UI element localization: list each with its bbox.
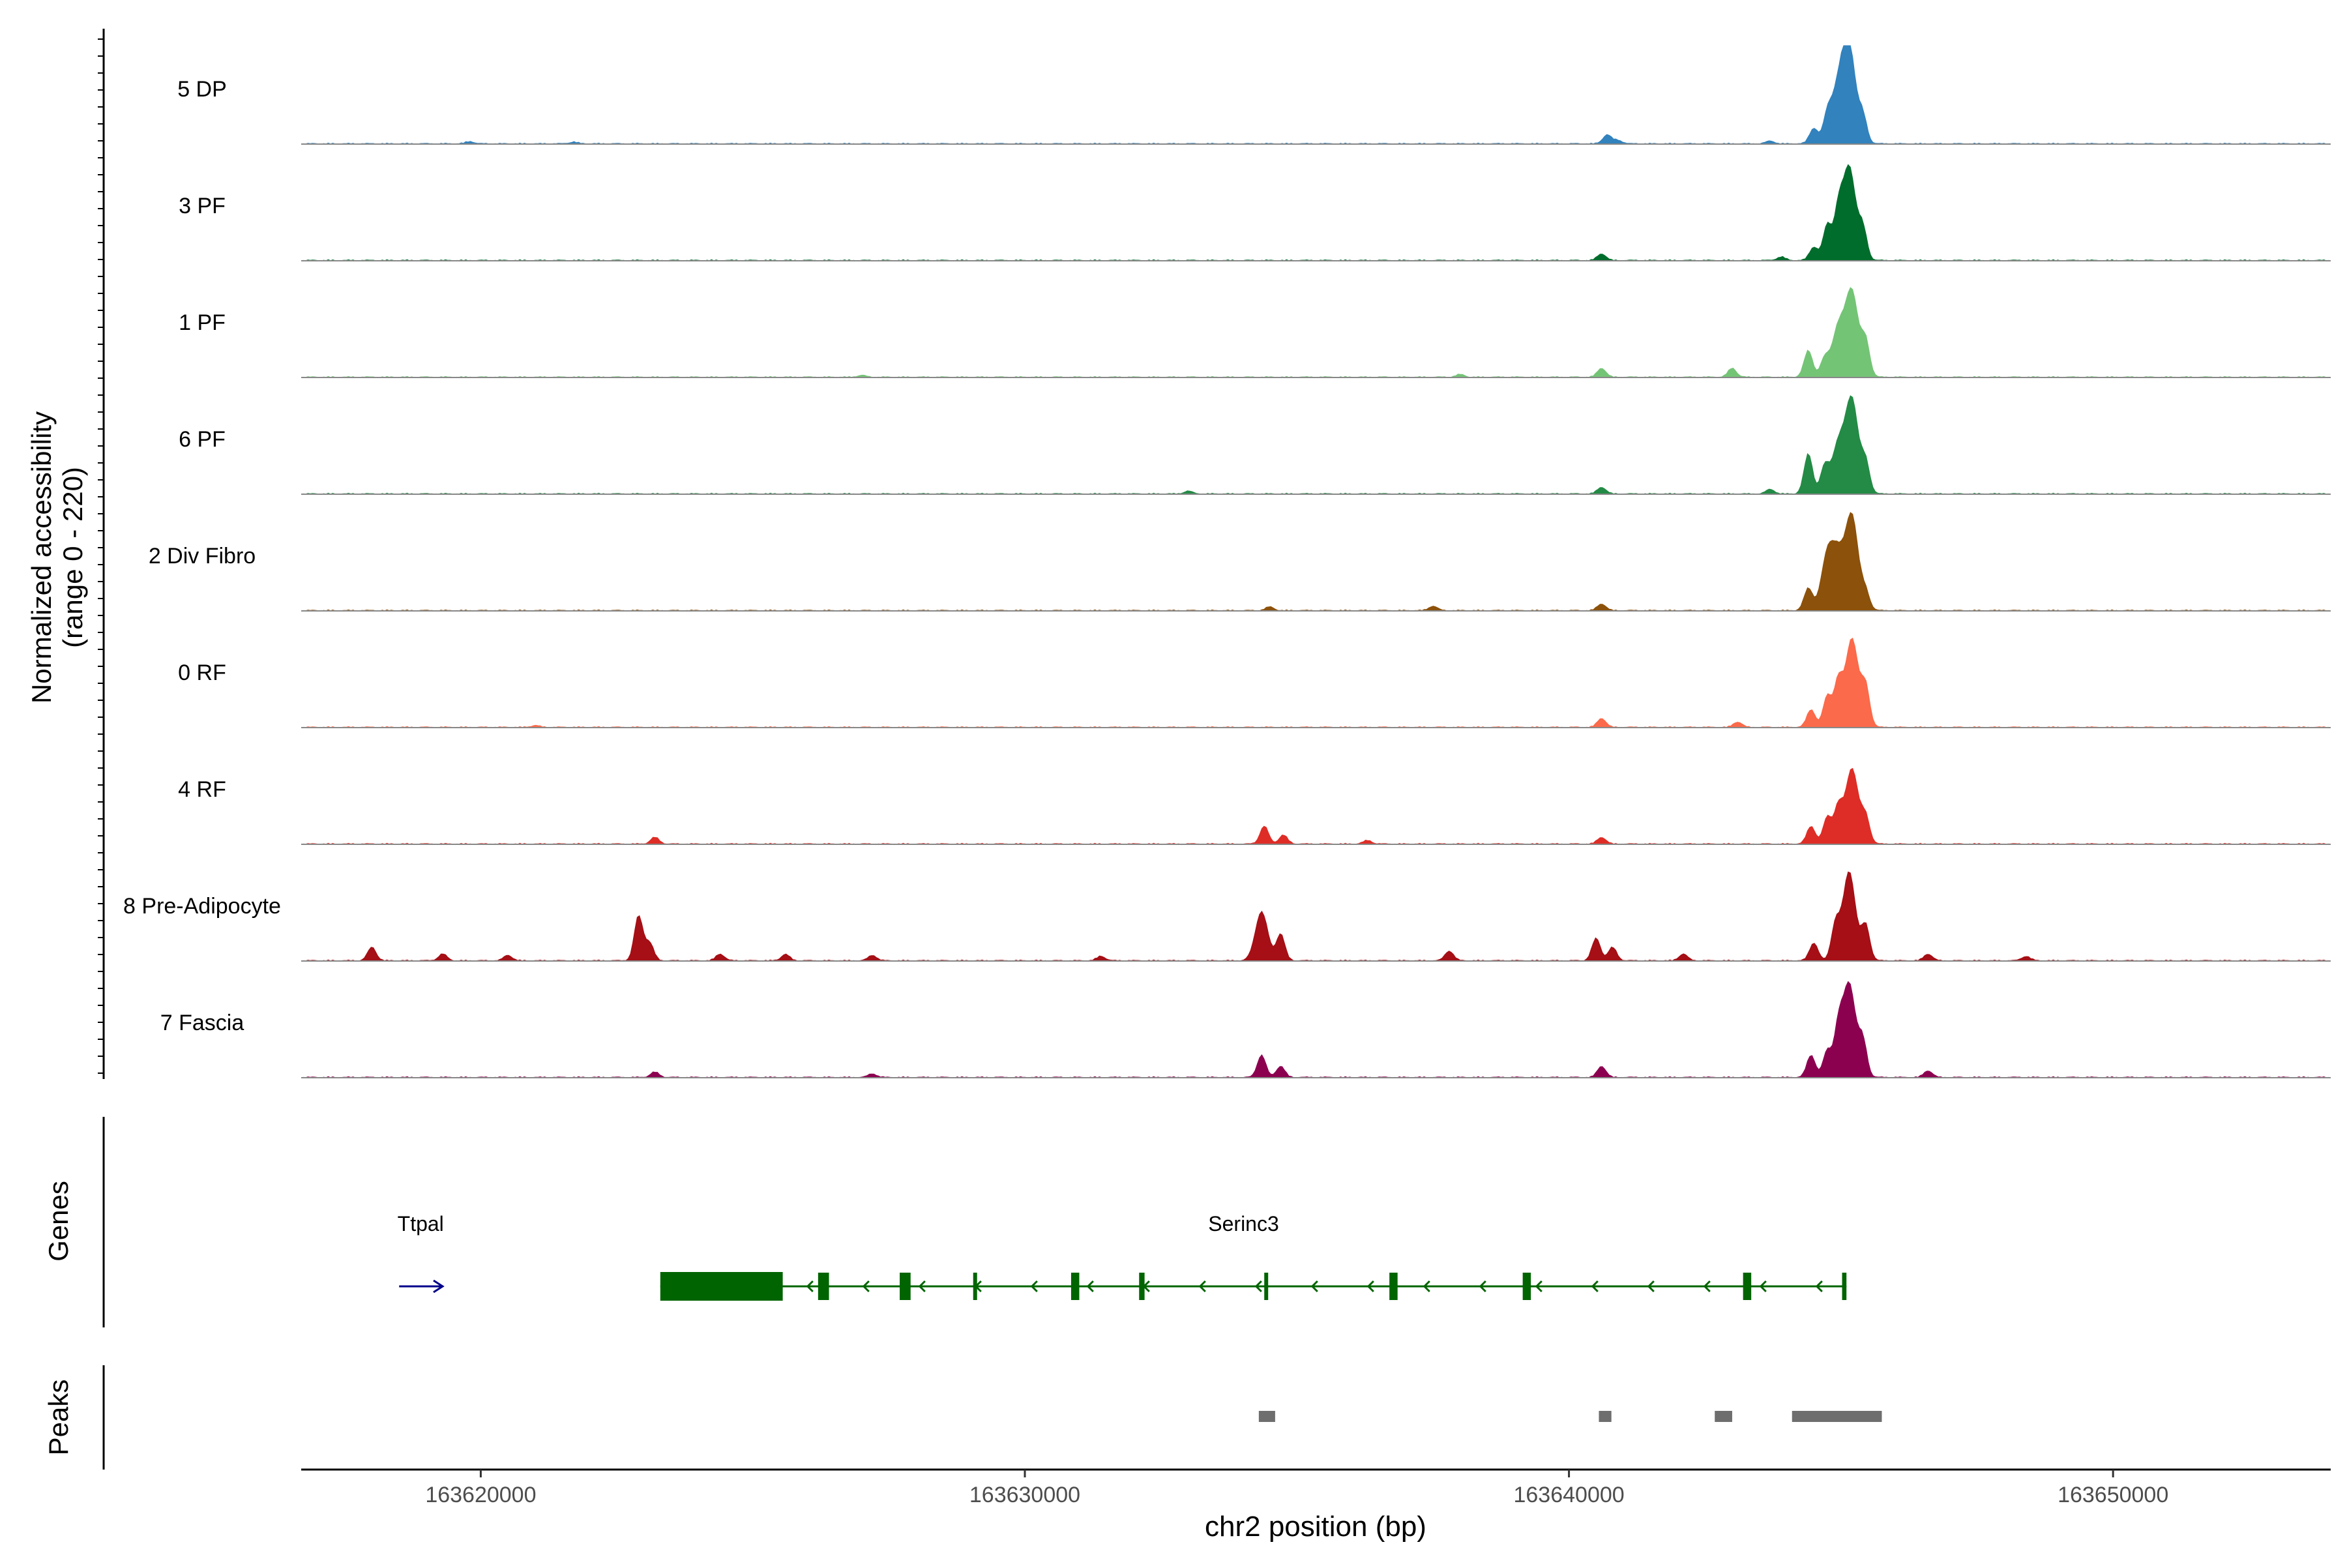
y-axis-ticks (98, 38, 104, 1074)
strand-chevron (1310, 1280, 1318, 1293)
exon (1842, 1273, 1847, 1300)
track-label: 6 PF (179, 427, 226, 452)
track-8-pre-adipocyte: 8 Pre-Adipocyte (123, 871, 2331, 962)
track-label: 3 PF (179, 194, 226, 218)
track-label: 8 Pre-Adipocyte (123, 894, 281, 919)
strand-chevron (918, 1280, 926, 1293)
x-tick-label: 163620000 (425, 1483, 536, 1507)
coverage-area (301, 512, 2331, 612)
exon (900, 1273, 911, 1300)
strand-chevron (1759, 1280, 1767, 1293)
y-axis-title-line2: (range 0 - 220) (57, 467, 88, 648)
coverage-area (301, 871, 2331, 962)
coverage-area (301, 637, 2331, 728)
track-3-pf: 3 PF (179, 164, 2331, 261)
x-axis-title: chr2 position (bp) (1205, 1511, 1426, 1543)
peak-region (1792, 1411, 1882, 1422)
strand-chevron (1815, 1280, 1823, 1293)
peak-region (1258, 1411, 1275, 1422)
strand-chevron (1198, 1280, 1206, 1293)
strand-chevron (1366, 1280, 1374, 1293)
x-tick-label: 163640000 (1513, 1483, 1624, 1507)
coverage-area (301, 395, 2331, 495)
track-0-rf: 0 RF (178, 637, 2331, 728)
strand-chevron (750, 1280, 758, 1293)
strand-chevron (1030, 1280, 1038, 1293)
strand-chevron (1423, 1280, 1430, 1293)
coverage-area (301, 287, 2331, 378)
peak-region (1715, 1411, 1732, 1422)
gene-serinc3: Serinc3 (660, 1212, 1847, 1301)
exon (1389, 1273, 1398, 1300)
strand-chevron (1479, 1280, 1486, 1293)
peaks-track-title: Peaks (43, 1380, 74, 1456)
y-axis: Normalized accessibility (range 0 - 220) (26, 29, 105, 1079)
coverage-area (301, 981, 2331, 1078)
x-axis: 163620000 163630000 163640000 163650000 chr… (301, 1468, 2331, 1543)
coverage-area (301, 767, 2331, 845)
strand-chevron (1535, 1280, 1543, 1293)
strand-chevron (1647, 1280, 1655, 1293)
peak-regions (1258, 1411, 1882, 1422)
strand-chevron (1591, 1280, 1599, 1293)
peaks-track: Peaks (43, 1365, 1882, 1470)
track-label: 4 RF (178, 777, 226, 802)
genes-track-title: Genes (43, 1181, 74, 1262)
strand-chevron (974, 1280, 982, 1293)
track-label: 2 Div Fibro (149, 544, 256, 569)
peak-region (1599, 1411, 1612, 1422)
gene-ttpal: Ttpal (398, 1212, 445, 1294)
strand-chevron (1703, 1280, 1711, 1293)
exon (1139, 1273, 1145, 1300)
strand-chevron (1254, 1280, 1262, 1293)
y-axis-title-line1: Normalized accessibility (26, 411, 57, 703)
x-axis-ticks: 163620000 163630000 163640000 163650000 (425, 1470, 2168, 1507)
coverage-tracks: 5 DP 3 PF 1 PF 6 PF 2 Div Fibro 0 RF 4 RF 8 Pre… (123, 45, 2331, 1078)
gene-models: Ttpal Serinc3 (398, 1212, 1847, 1301)
track-7-fascia: 7 Fascia (160, 981, 2331, 1078)
x-tick-label: 163650000 (2058, 1483, 2168, 1507)
track-1-pf: 1 PF (179, 287, 2331, 378)
exon (1743, 1273, 1752, 1300)
track-6-pf: 6 PF (179, 395, 2331, 495)
genes-track: Genes Ttpal Serinc3 (43, 1117, 1847, 1327)
x-tick-label: 163630000 (969, 1483, 1080, 1507)
track-4-rf: 4 RF (178, 767, 2331, 845)
track-5-dp: 5 DP (177, 45, 2331, 145)
track-label: 0 RF (178, 660, 226, 685)
gene-label: Serinc3 (1208, 1212, 1279, 1235)
exon (1522, 1273, 1531, 1300)
strand-chevron (862, 1280, 870, 1293)
gene-strand-arrow (433, 1279, 445, 1294)
exon (1264, 1273, 1269, 1300)
exon (1070, 1273, 1080, 1300)
exon (660, 1272, 783, 1301)
track-2-div-fibro: 2 Div Fibro (149, 512, 2331, 612)
gene-label: Ttpal (398, 1212, 444, 1235)
strand-chevron (1142, 1280, 1150, 1293)
track-label: 1 PF (179, 310, 226, 335)
track-label: 7 Fascia (160, 1011, 244, 1035)
strand-chevron (1086, 1280, 1094, 1293)
coverage-area (301, 164, 2331, 261)
strand-chevron (806, 1280, 814, 1293)
track-label: 5 DP (177, 77, 227, 102)
exon (818, 1273, 829, 1300)
coverage-area (301, 45, 2331, 145)
